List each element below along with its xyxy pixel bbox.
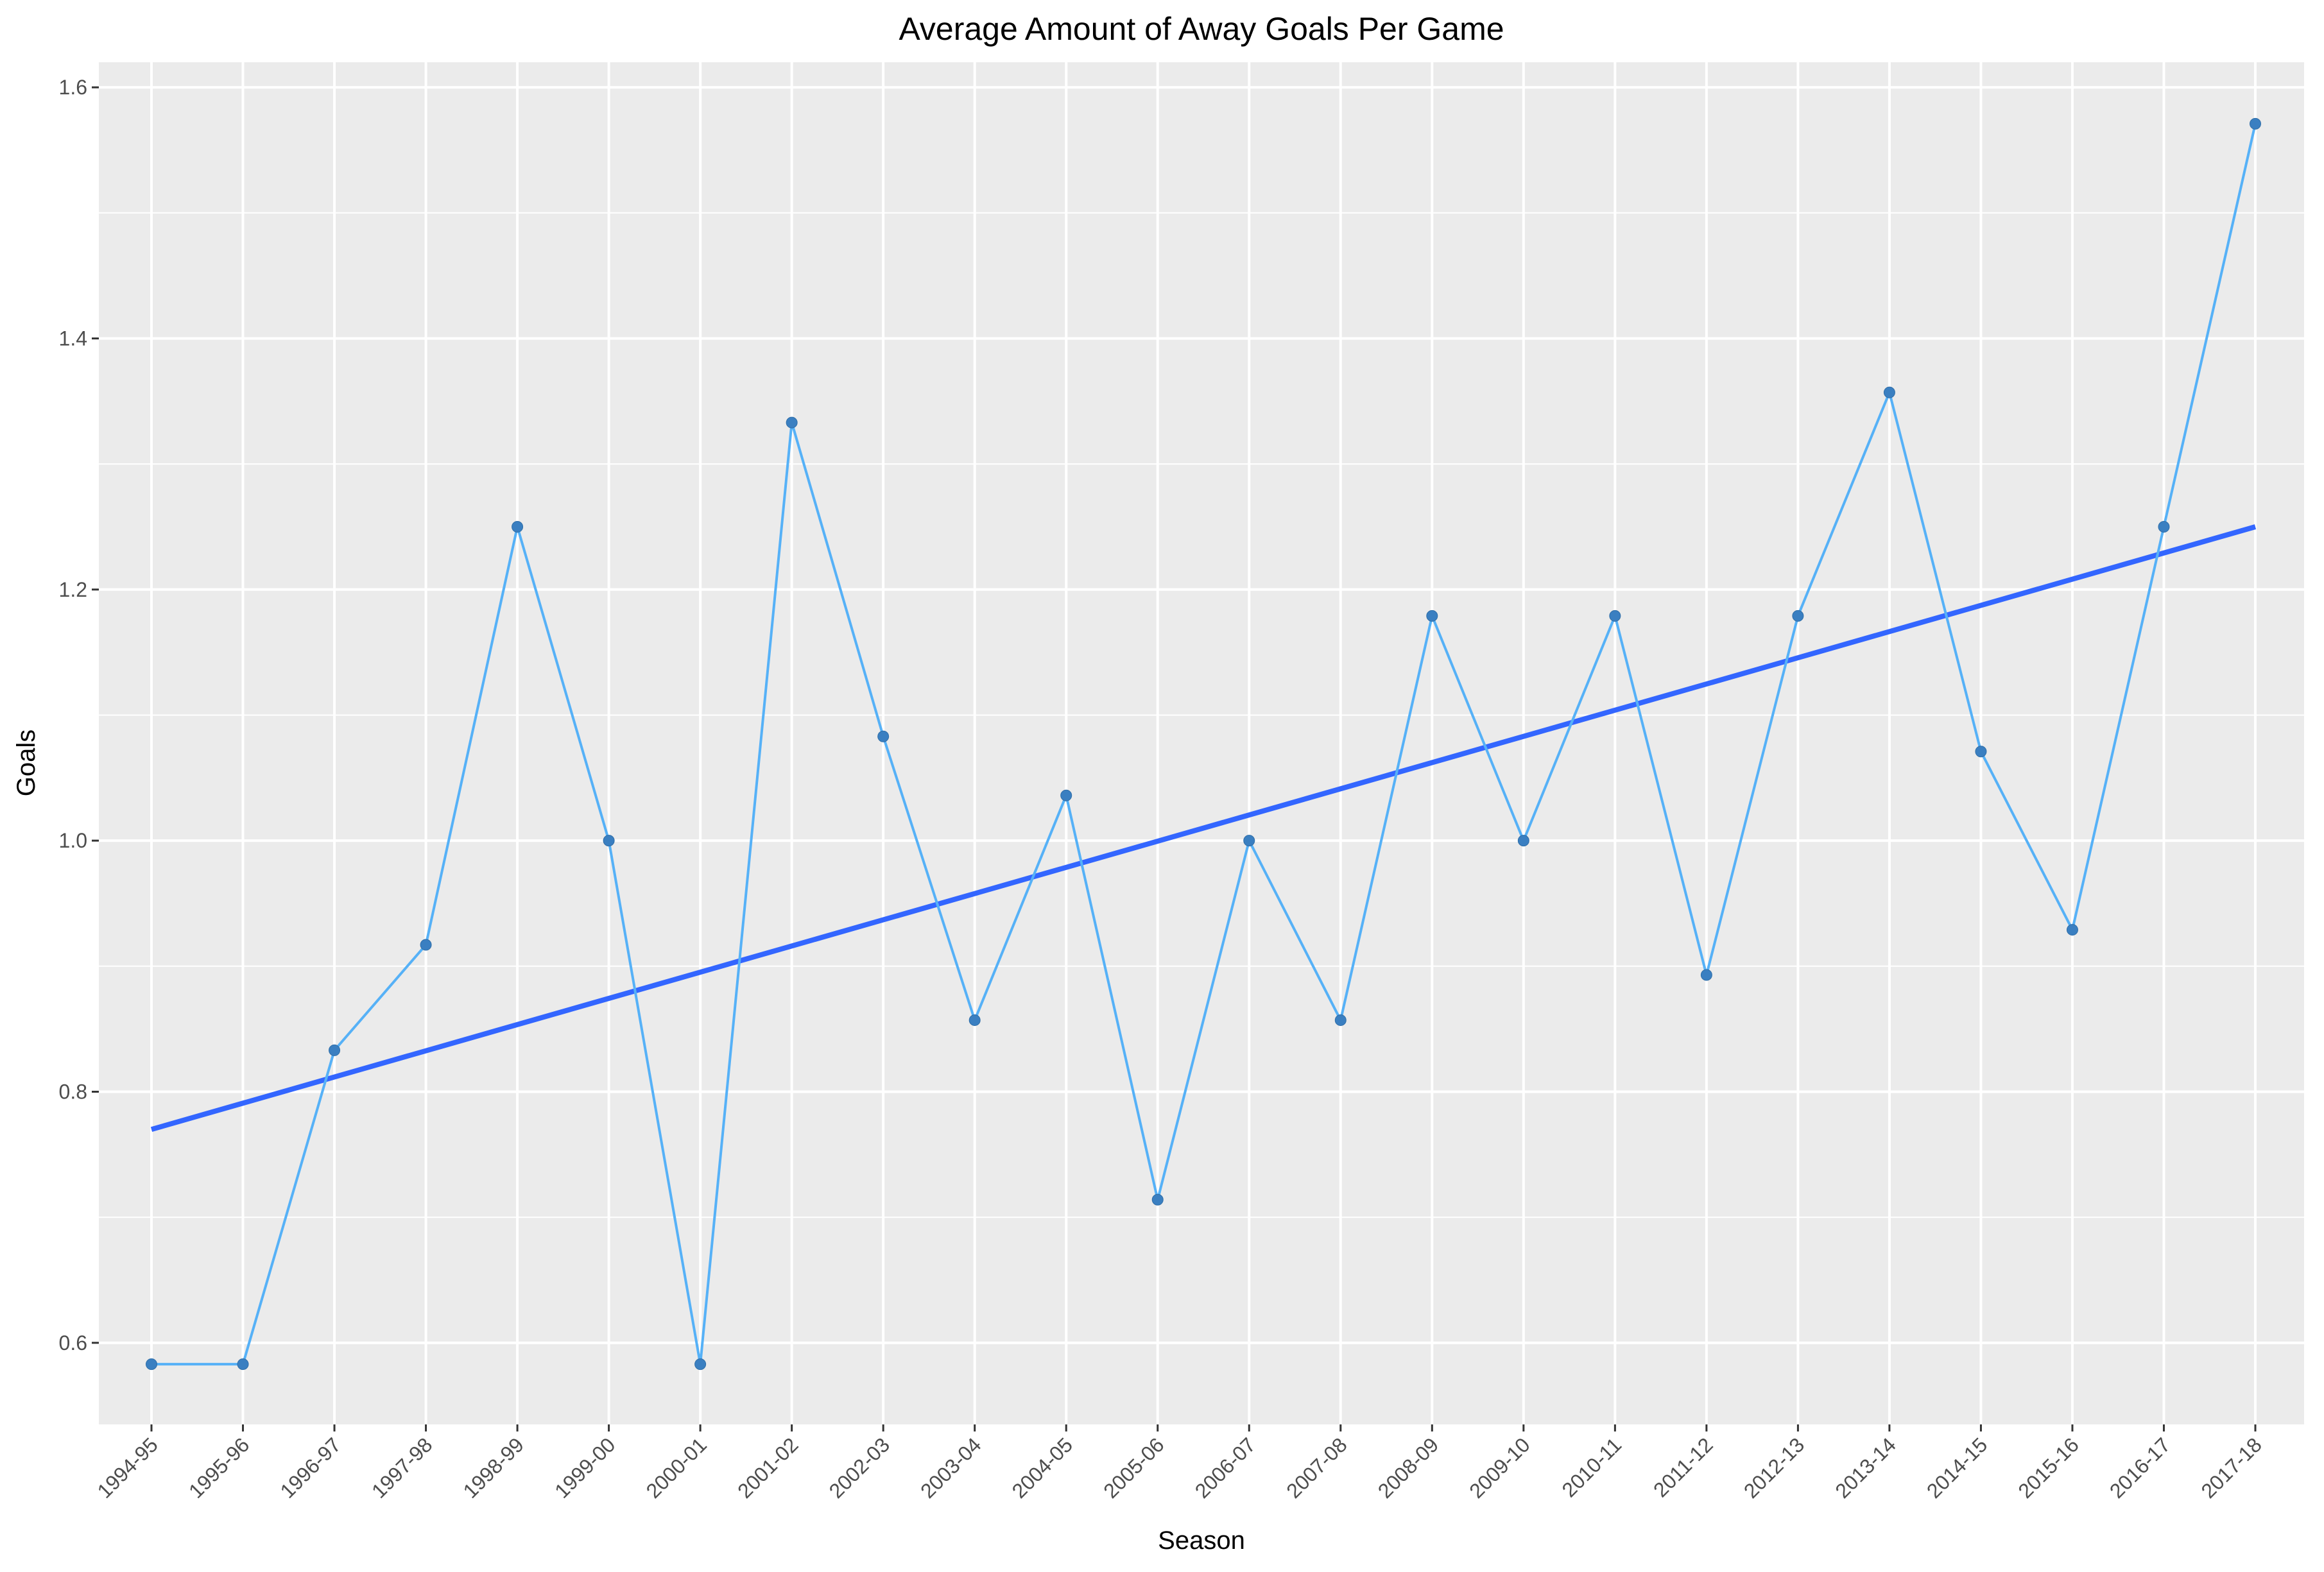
y-tick-label: 1.0 xyxy=(59,829,87,852)
data-point xyxy=(2066,924,2078,936)
data-point xyxy=(877,730,890,742)
trend-line xyxy=(150,524,2257,1132)
y-axis-title: Goals xyxy=(12,730,40,797)
data-point xyxy=(786,416,798,429)
data-point xyxy=(512,520,524,533)
x-axis-title: Season xyxy=(1158,1526,1245,1555)
data-point xyxy=(968,1014,981,1026)
data-point xyxy=(1426,610,1438,622)
y-tick-label: 1.4 xyxy=(59,327,87,350)
trend-line-group xyxy=(150,524,2257,1132)
y-tick-label: 1.6 xyxy=(59,76,87,99)
data-point xyxy=(1609,610,1621,622)
x-axis-ticks xyxy=(150,1424,2257,1431)
data-point xyxy=(694,1358,707,1371)
series-group xyxy=(146,117,2261,1371)
y-tick-label: 1.2 xyxy=(59,578,87,601)
data-point xyxy=(420,939,432,951)
data-point xyxy=(237,1358,249,1371)
data-point xyxy=(1792,610,1804,622)
y-tick-label: 0.8 xyxy=(59,1080,87,1103)
data-point xyxy=(2250,117,2261,130)
major-gridlines xyxy=(99,62,2304,1424)
data-point xyxy=(1517,835,1529,847)
y-tick-label: 0.6 xyxy=(59,1331,87,1354)
data-point xyxy=(1700,969,1712,981)
y-axis-ticks xyxy=(92,86,99,1344)
data-point xyxy=(603,835,615,847)
minor-gridlines xyxy=(99,212,2304,1218)
data-point xyxy=(1151,1193,1164,1206)
data-point xyxy=(1975,746,1987,758)
data-point xyxy=(1060,789,1072,801)
data-point xyxy=(146,1358,157,1371)
plot-panel xyxy=(99,62,2304,1424)
data-point xyxy=(1883,386,1895,398)
data-point xyxy=(329,1044,341,1056)
data-point xyxy=(2158,520,2170,533)
data-point xyxy=(1334,1014,1347,1026)
data-point xyxy=(1243,835,1255,847)
chart-title: Average Amount of Away Goals Per Game xyxy=(899,11,1504,47)
y-axis-tick-labels: 0.6 0.8 1.0 1.2 1.4 1.6 xyxy=(59,76,87,1354)
series-line xyxy=(151,123,2257,1366)
